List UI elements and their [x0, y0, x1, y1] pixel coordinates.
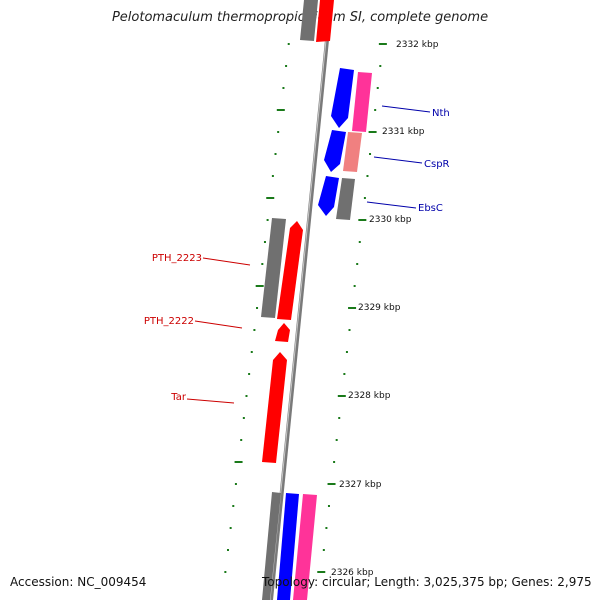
- minor-tick: [240, 439, 243, 441]
- minor-tick: [229, 527, 232, 529]
- gene-label-pth2223[interactable]: PTH_2223: [152, 253, 202, 264]
- minor-tick: [253, 329, 256, 331]
- minor-tick: [285, 65, 288, 67]
- gene-top-red[interactable]: [316, 0, 334, 42]
- ruler-label-2326: 2326 kbp: [331, 568, 374, 578]
- gene-ebsc-blue[interactable]: [318, 176, 339, 216]
- ruler-label-2327: 2327 kbp: [339, 480, 382, 490]
- minor-tick: [353, 285, 356, 287]
- gene-label-cspr[interactable]: CspR: [424, 159, 450, 170]
- minor-tick: [224, 571, 227, 573]
- minor-tick: [338, 417, 341, 419]
- minor-tick: [363, 197, 366, 199]
- minor-tick: [348, 329, 351, 331]
- minor-tick: [374, 109, 377, 111]
- minor-tick: [376, 87, 379, 89]
- pth2223-label-line: [202, 257, 251, 266]
- major-tick: [358, 219, 367, 221]
- gene-bottom-gray[interactable]: [262, 492, 281, 600]
- ruler-label-2329: 2329 kbp: [358, 303, 401, 313]
- gene-pth2223-red[interactable]: [277, 221, 303, 320]
- minor-tick: [287, 43, 290, 45]
- gene-label-tar[interactable]: Tar: [170, 392, 187, 403]
- minor-tick: [227, 549, 229, 551]
- gene-tar-red[interactable]: [262, 352, 287, 463]
- pth2222-label-line: [194, 320, 243, 329]
- gene-pth2223-gray[interactable]: [261, 218, 286, 318]
- gene-top-gray[interactable]: [300, 0, 318, 41]
- gene-nth-blue[interactable]: [331, 68, 354, 128]
- minor-tick: [325, 527, 328, 529]
- minor-tick: [263, 241, 266, 243]
- minor-tick: [261, 263, 264, 265]
- tar-label-line: [186, 398, 235, 404]
- minor-tick: [245, 395, 248, 397]
- minor-tick: [266, 219, 269, 221]
- scale-ticks: [224, 43, 387, 573]
- map-title: Pelotomaculum thermopropionicum SI, comp…: [111, 10, 489, 25]
- minor-tick: [232, 505, 235, 507]
- ruler-label-2332: 2332 kbp: [396, 40, 439, 50]
- gene-label-nth[interactable]: Nth: [432, 108, 450, 119]
- minor-tick: [274, 153, 277, 155]
- major-tick: [368, 131, 377, 133]
- major-tick: [317, 571, 326, 573]
- ebsc-label-line: [366, 201, 417, 209]
- minor-tick: [282, 87, 285, 89]
- gene-pth2222-red[interactable]: [275, 323, 290, 342]
- gene-bottom-blue[interactable]: [277, 493, 299, 600]
- minor-tick: [379, 65, 382, 67]
- minor-tick: [234, 483, 237, 485]
- minor-tick: [356, 263, 359, 265]
- cspr-label-line: [373, 156, 423, 164]
- gene-label-ebsc[interactable]: EbsC: [418, 203, 443, 214]
- minor-tick: [242, 417, 245, 419]
- major-tick: [378, 43, 387, 45]
- minor-tick: [345, 351, 348, 353]
- minor-tick: [327, 505, 330, 507]
- gene-cspr-blue[interactable]: [324, 130, 346, 172]
- ruler-label-2331: 2331 kbp: [382, 127, 425, 137]
- major-tick: [255, 285, 264, 287]
- major-tick: [327, 483, 336, 485]
- major-tick: [337, 395, 346, 397]
- minor-tick: [366, 175, 369, 177]
- minor-tick: [277, 131, 280, 133]
- major-tick: [276, 109, 285, 111]
- nth-label-line: [381, 105, 431, 113]
- accession-text: Accession: NC_009454: [10, 575, 147, 589]
- minor-tick: [343, 373, 346, 375]
- gene-ebsc-gray[interactable]: [336, 178, 355, 220]
- minor-tick: [271, 175, 274, 177]
- minor-tick: [248, 373, 251, 375]
- minor-tick: [322, 549, 325, 551]
- genome-summary-text: Topology: circular; Length: 3,025,375 bp…: [262, 575, 592, 589]
- gene-label-pth2222[interactable]: PTH_2222: [144, 316, 194, 327]
- minor-tick: [250, 351, 253, 353]
- gene-nth-pink[interactable]: [352, 72, 372, 132]
- minor-tick: [333, 461, 336, 463]
- minor-tick: [358, 241, 361, 243]
- major-tick: [266, 197, 275, 199]
- minor-tick: [369, 153, 372, 155]
- major-tick: [234, 461, 243, 463]
- ruler-label-2330: 2330 kbp: [369, 215, 412, 225]
- minor-tick: [256, 307, 259, 309]
- ruler-label-2328: 2328 kbp: [348, 391, 391, 401]
- genome-backbone: [269, 0, 333, 600]
- gene-cspr-salmon[interactable]: [343, 132, 362, 172]
- gene-bottom-pink[interactable]: [293, 494, 317, 600]
- major-tick: [348, 307, 357, 309]
- minor-tick: [335, 439, 338, 441]
